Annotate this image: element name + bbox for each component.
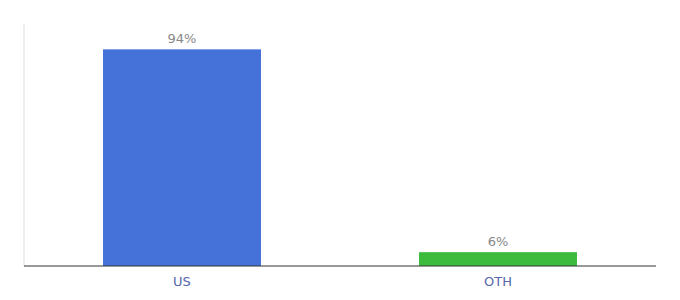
x-axis-line <box>24 266 656 267</box>
chart-container: US OTH 94% 6% <box>0 0 680 300</box>
bar <box>103 49 261 266</box>
chart: US OTH 94% 6% <box>0 0 680 300</box>
bars <box>103 49 577 266</box>
y-axis-line <box>24 24 25 266</box>
data-label: 94% <box>168 31 197 46</box>
x-tick-label: US <box>173 274 191 289</box>
data-label: 6% <box>488 234 509 249</box>
bar <box>419 252 577 266</box>
x-tick-label: OTH <box>484 274 512 289</box>
